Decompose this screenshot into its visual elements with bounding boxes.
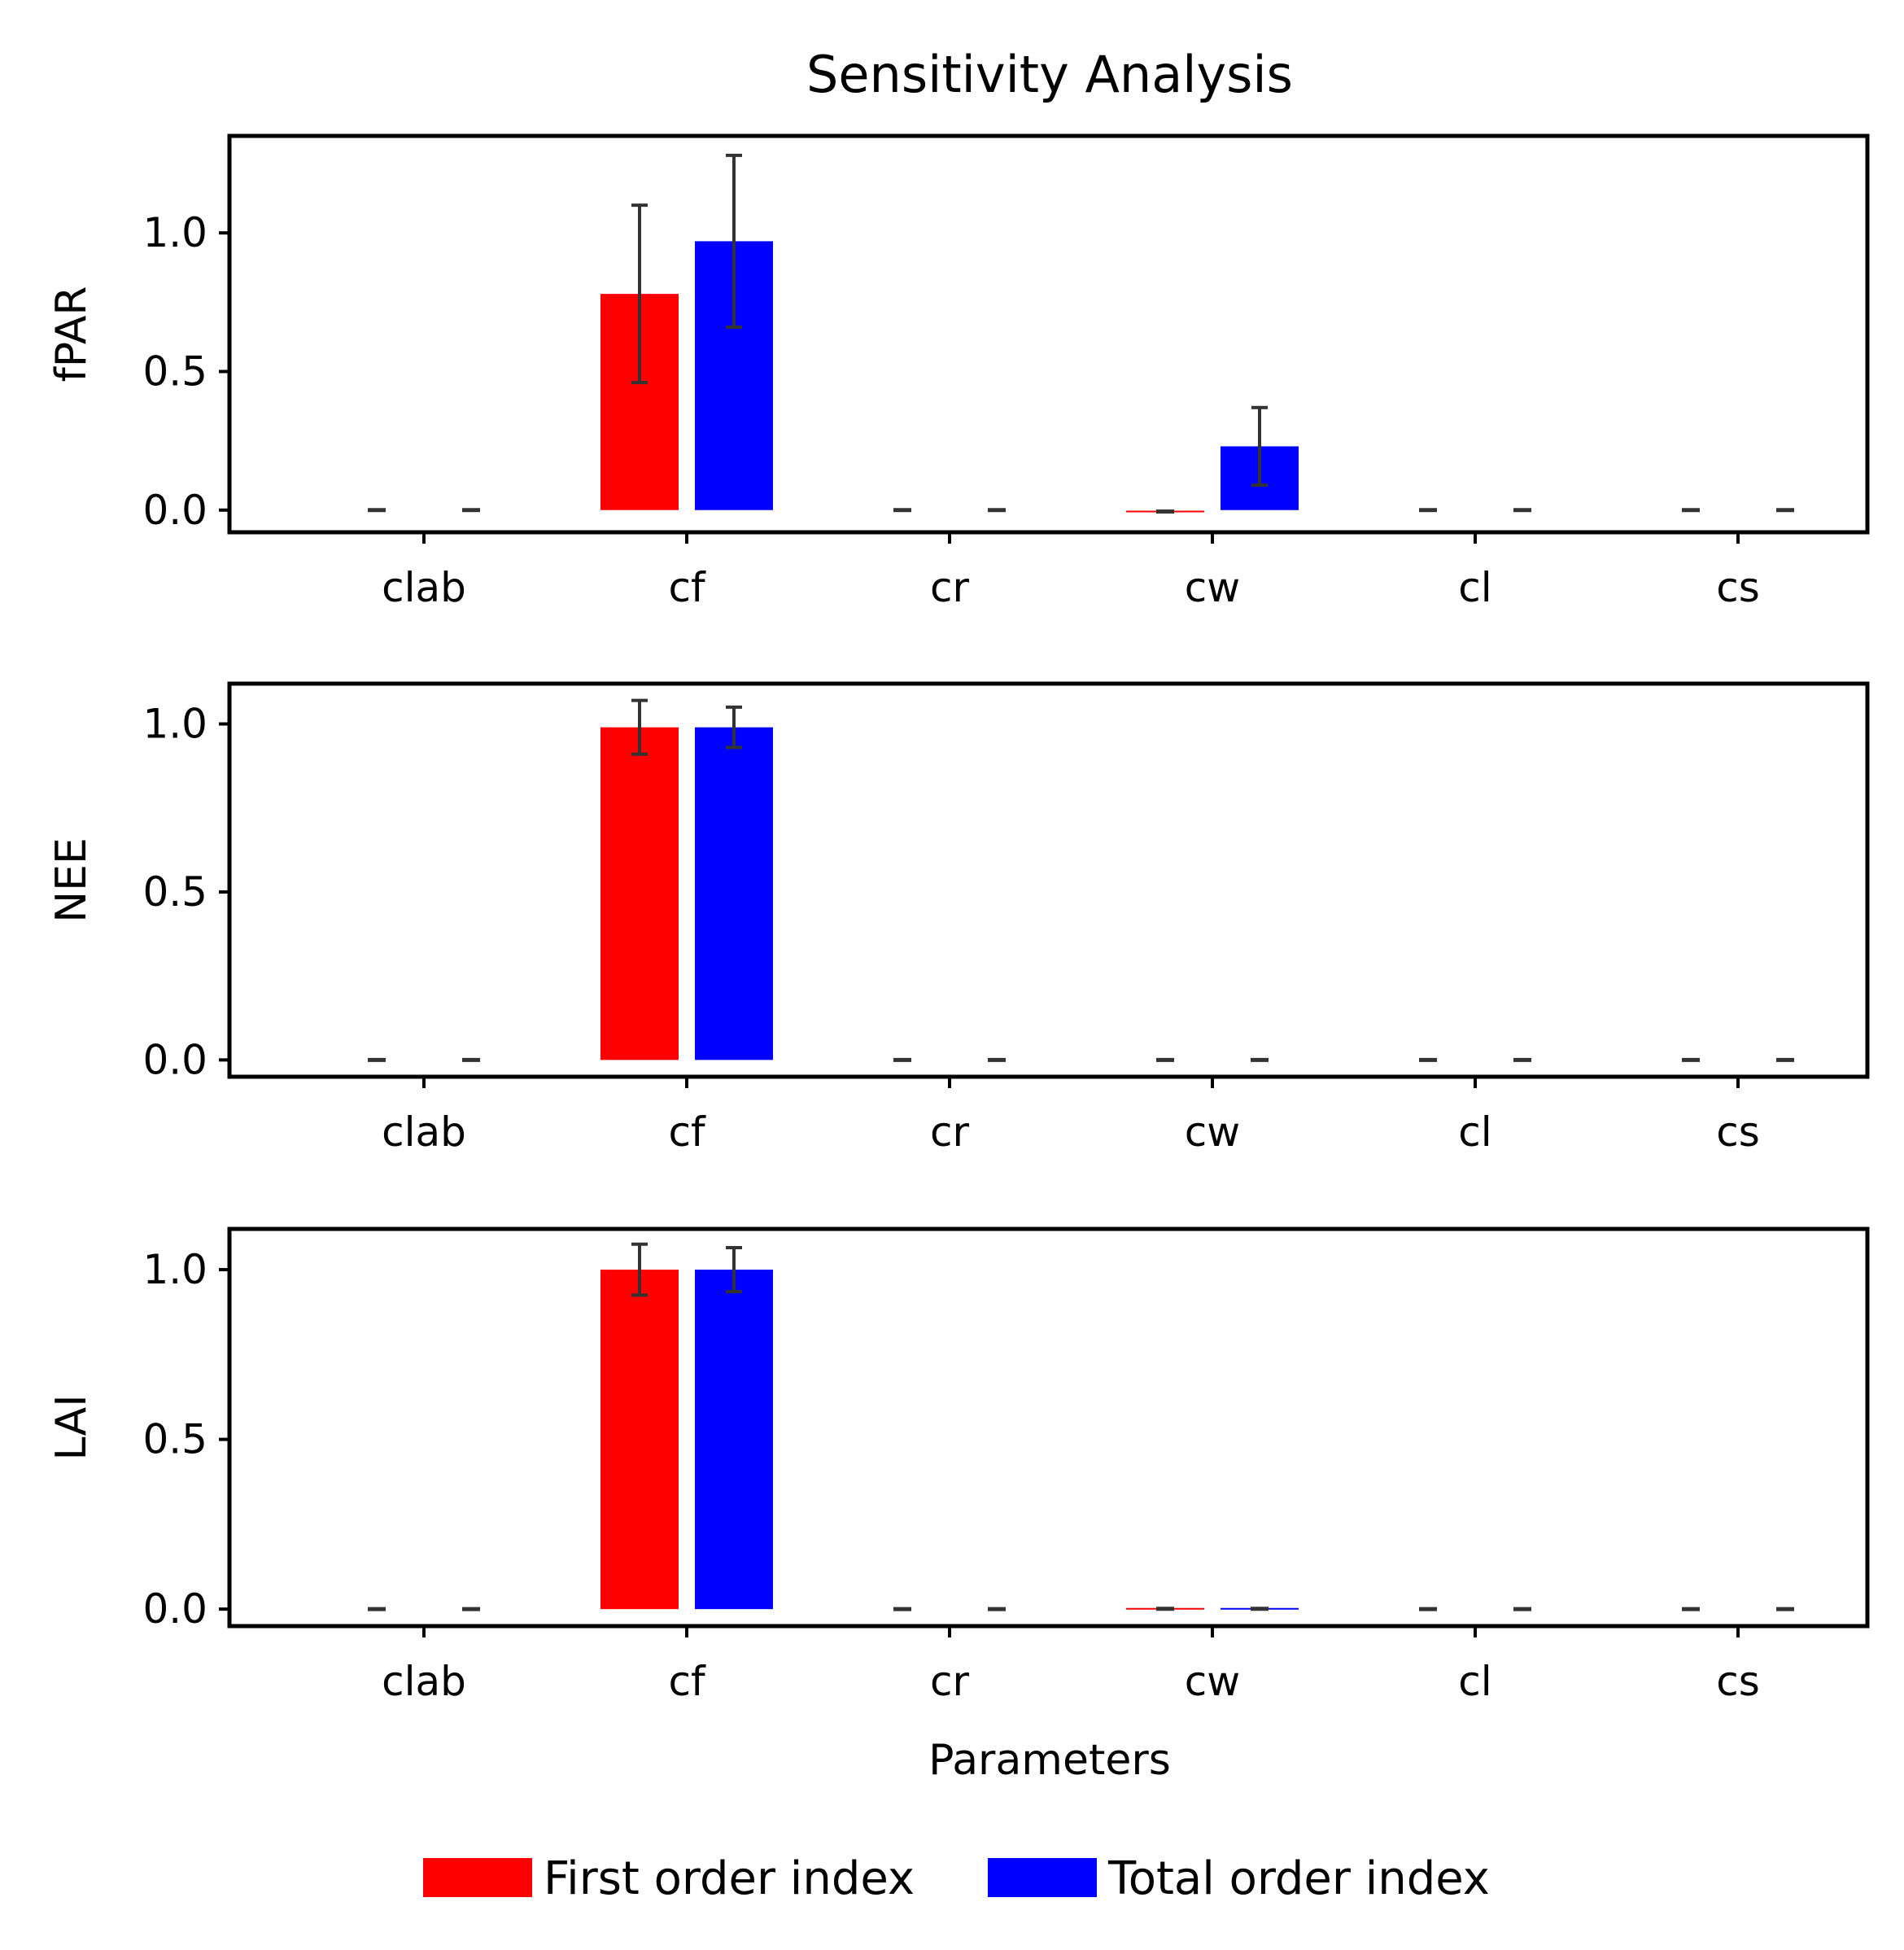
legend: First order index Total order index: [423, 1852, 1490, 1905]
x-tick-label-cs: cs: [1716, 1658, 1760, 1705]
errorbar-total-order-cf: [726, 705, 742, 750]
legend-entry-first-order: First order index: [423, 1852, 915, 1905]
x-tick-label-cw: cw: [1185, 1108, 1240, 1156]
errorbar-first-order-cf: [631, 203, 648, 385]
x-tick-label-clab: clab: [382, 1658, 466, 1705]
legend-swatch: [423, 1858, 532, 1897]
y-tick-label: 0.5: [142, 348, 207, 395]
errorbar-first-order-cf: [631, 1242, 648, 1297]
subplot-fpar: 0.0 0.5 1.0 clab cf cr cw cl cs fPAR: [47, 133, 1870, 611]
y-tick-label: 1.0: [142, 209, 207, 256]
legend-label: Total order index: [1107, 1852, 1490, 1905]
legend-entry-total-order: Total order index: [988, 1852, 1490, 1905]
y-tick-label: 0.0: [142, 1585, 207, 1633]
y-tick-label: 0.5: [142, 868, 207, 916]
bar-first-order-cf: [600, 1270, 679, 1610]
y-tick-label: 0.0: [142, 1036, 207, 1083]
x-tick-label-cf: cf: [668, 1658, 705, 1705]
x-tick-label-cl: cl: [1458, 1658, 1491, 1705]
y-tick-label: 0.0: [142, 487, 207, 534]
bar-total-order-cf: [695, 1270, 773, 1610]
legend-swatch: [988, 1858, 1097, 1897]
subplot-nee: 0.0 0.5 1.0 clab cf cr cw cl cs NEE: [47, 681, 1870, 1156]
y-axis-label-fpar: fPAR: [47, 286, 96, 382]
y-tick-label: 1.0: [142, 1246, 207, 1293]
y-axis-label-nee: NEE: [47, 837, 96, 923]
plot-frame: [227, 1226, 1870, 1629]
x-tick-label-cr: cr: [930, 564, 969, 611]
bar-total-order-cf: [695, 727, 773, 1060]
chart-title: Sensitivity Analysis: [806, 45, 1293, 104]
subplot-lai: 0.0 0.5 1.0 clab cf cr cw cl cs LAI: [47, 1226, 1870, 1705]
x-tick-label-cw: cw: [1185, 1658, 1240, 1705]
plot-frame: [227, 681, 1870, 1079]
x-tick-label-cr: cr: [930, 1108, 969, 1156]
errorbar-first-order-cf: [631, 698, 648, 756]
x-tick-label-cw: cw: [1185, 564, 1240, 611]
x-axis-label: Parameters: [928, 1736, 1171, 1785]
y-tick-label: 1.0: [142, 701, 207, 748]
x-tick-label-cs: cs: [1716, 564, 1760, 611]
x-tick-label-clab: clab: [382, 564, 466, 611]
subplots: 0.0 0.5 1.0 clab cf cr cw cl cs fPAR 0.0 0.5 1.0 clab…: [47, 133, 1870, 1705]
errorbar-total-order-cw: [1251, 405, 1268, 488]
bar-first-order-cf: [600, 727, 679, 1060]
errorbar-total-order-cf: [726, 1245, 742, 1294]
plot-frame: [227, 133, 1870, 535]
x-tick-label-cl: cl: [1458, 564, 1491, 611]
legend-label: First order index: [544, 1852, 915, 1905]
errorbar-total-order-cf: [726, 153, 742, 329]
x-tick-label-cf: cf: [668, 564, 705, 611]
x-tick-label-cl: cl: [1458, 1108, 1491, 1156]
x-tick-label-cf: cf: [668, 1108, 705, 1156]
y-axis-label-lai: LAI: [47, 1394, 96, 1460]
x-tick-label-cs: cs: [1716, 1108, 1760, 1156]
y-tick-label: 0.5: [142, 1416, 207, 1463]
x-tick-label-clab: clab: [382, 1108, 466, 1156]
x-tick-label-cr: cr: [930, 1658, 969, 1705]
